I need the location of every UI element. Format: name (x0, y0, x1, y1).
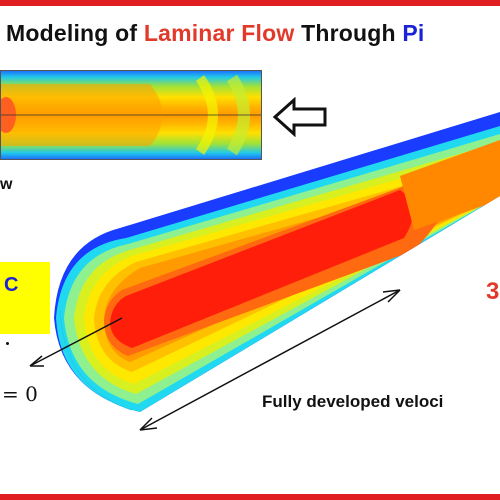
radius-arrow-icon (29, 317, 123, 367)
title-part-1: Modeling of (6, 20, 144, 46)
equation-text: = 0 (2, 382, 38, 406)
page-title: Modeling of Laminar Flow Through Pi (6, 20, 424, 47)
highlight-box-label: C (4, 274, 19, 296)
title-part-2: Laminar Flow (143, 20, 295, 46)
double-headed-arrow-icon (139, 289, 401, 431)
pipe-2d-contour (0, 70, 262, 160)
title-part-4: Pi (402, 20, 425, 46)
velocity-caption: Fully developed veloci (262, 392, 444, 411)
bullet-dot (6, 342, 9, 345)
three-d-label-fragment: 3 (486, 278, 500, 305)
title-part-3: Through (294, 20, 403, 46)
left-outline-arrow-icon (272, 97, 327, 137)
highlight-box: C (0, 262, 50, 334)
flow-label-fragment: w (0, 176, 13, 193)
